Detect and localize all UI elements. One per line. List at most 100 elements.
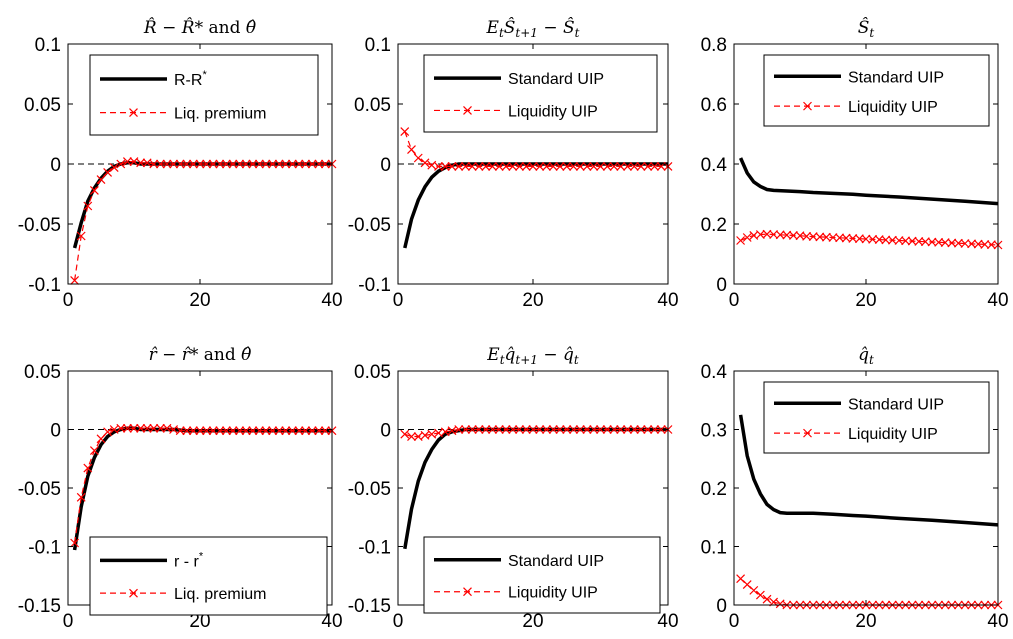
y-tick-label: 0.6 [701,95,727,116]
x-tick-label: 0 [729,290,740,311]
y-tick-label: 0.05 [24,95,61,116]
data-point [488,425,497,434]
data-point [454,425,464,434]
data-point [755,590,765,600]
data-point [569,161,578,171]
data-point [307,159,317,169]
data-point [208,159,218,169]
data-point [828,233,838,242]
data-point [602,161,612,171]
y-tick-label: 0.8 [701,35,727,56]
data-point [254,426,264,436]
data-point [643,161,653,171]
data-point [248,426,258,436]
data-point [235,426,245,436]
legend-entry-1: Standard UIP [848,396,944,413]
data-point [555,161,565,171]
data-point [241,426,251,436]
data-point [868,234,878,244]
data-point [788,230,798,240]
data-point [407,432,416,441]
data-point [914,236,924,246]
x-tick-label: 0 [63,290,74,311]
data-point [103,427,113,437]
data-point [136,423,146,433]
y-tick-label: 0.2 [701,215,727,236]
y-tick-label: 0.3 [701,421,727,442]
legend-entry-2: Liquidity UIP [848,426,938,443]
data-point [548,425,558,434]
data-point [274,159,284,169]
data-point [894,236,904,245]
y-tick-label: 0 [716,275,727,296]
data-point [268,159,278,169]
y-tick-label: 0.1 [365,35,391,56]
data-point [802,231,812,241]
data-point [434,161,443,171]
data-point [749,585,759,595]
data-point [320,426,330,436]
y-tick-label: -0.05 [18,215,61,236]
subplot-2: EtŜt+1 − Ŝt 0 20 40 -0.1 -0.05 0 0.05 0.1 Standar… [348,17,679,311]
data-point [248,159,258,169]
series-line-2 [404,131,668,167]
data-point [582,161,592,171]
legend: R-R* Liq. premium [89,54,319,136]
data-point [521,161,531,171]
y-tick-label: 0.2 [701,479,727,500]
data-point [136,158,146,168]
data-point [182,159,192,169]
data-point [122,157,132,167]
x-tick-label: 40 [321,611,342,632]
y-tick-label: 0.4 [701,155,728,176]
subplot-title: q̂t [858,345,874,367]
data-point [294,426,304,436]
x-tick-label: 40 [657,290,678,311]
subplot-title: Etq̂t+1 − q̂t [486,345,579,367]
data-point [274,426,284,436]
data-point [736,236,746,245]
data-point [188,159,198,169]
legend-entry-1: r - r* [174,550,204,570]
x-tick-label: 20 [522,611,543,632]
data-point [195,159,205,169]
data-point [589,425,599,434]
data-point [535,161,545,171]
data-point [175,159,185,169]
data-point [287,159,297,169]
subplot-title: EtŜt+1 − Ŝt [486,17,580,40]
data-point [609,425,619,434]
x-tick-label: 40 [657,611,678,632]
data-point [89,446,99,455]
data-point [261,159,271,169]
data-point [596,425,605,434]
data-point [609,161,619,171]
data-point [215,159,225,169]
legend-entry-1: Standard UIP [848,69,944,86]
data-point [175,426,185,436]
series-line-2 [404,428,668,438]
series-line-1 [738,414,999,527]
series-line-1 [72,161,332,249]
legend-entry-2: Liq. premium [174,586,266,603]
legend-marker [803,101,812,111]
data-point [528,425,538,434]
x-tick-label: 20 [189,611,210,632]
data-point [650,425,659,434]
data-point [481,161,491,171]
data-point [629,425,639,434]
data-point [188,426,198,436]
data-point [562,161,572,171]
data-point [294,159,304,169]
data-point [281,426,291,436]
data-point [555,425,565,434]
data-point [953,238,963,248]
x-tick-label: 20 [855,611,876,632]
data-point [281,159,291,169]
legend-marker [803,428,812,438]
data-point [83,463,93,473]
data-point [447,161,457,171]
y-tick-label: 0.4 [701,362,728,383]
data-point [582,425,592,434]
data-point [461,161,470,171]
